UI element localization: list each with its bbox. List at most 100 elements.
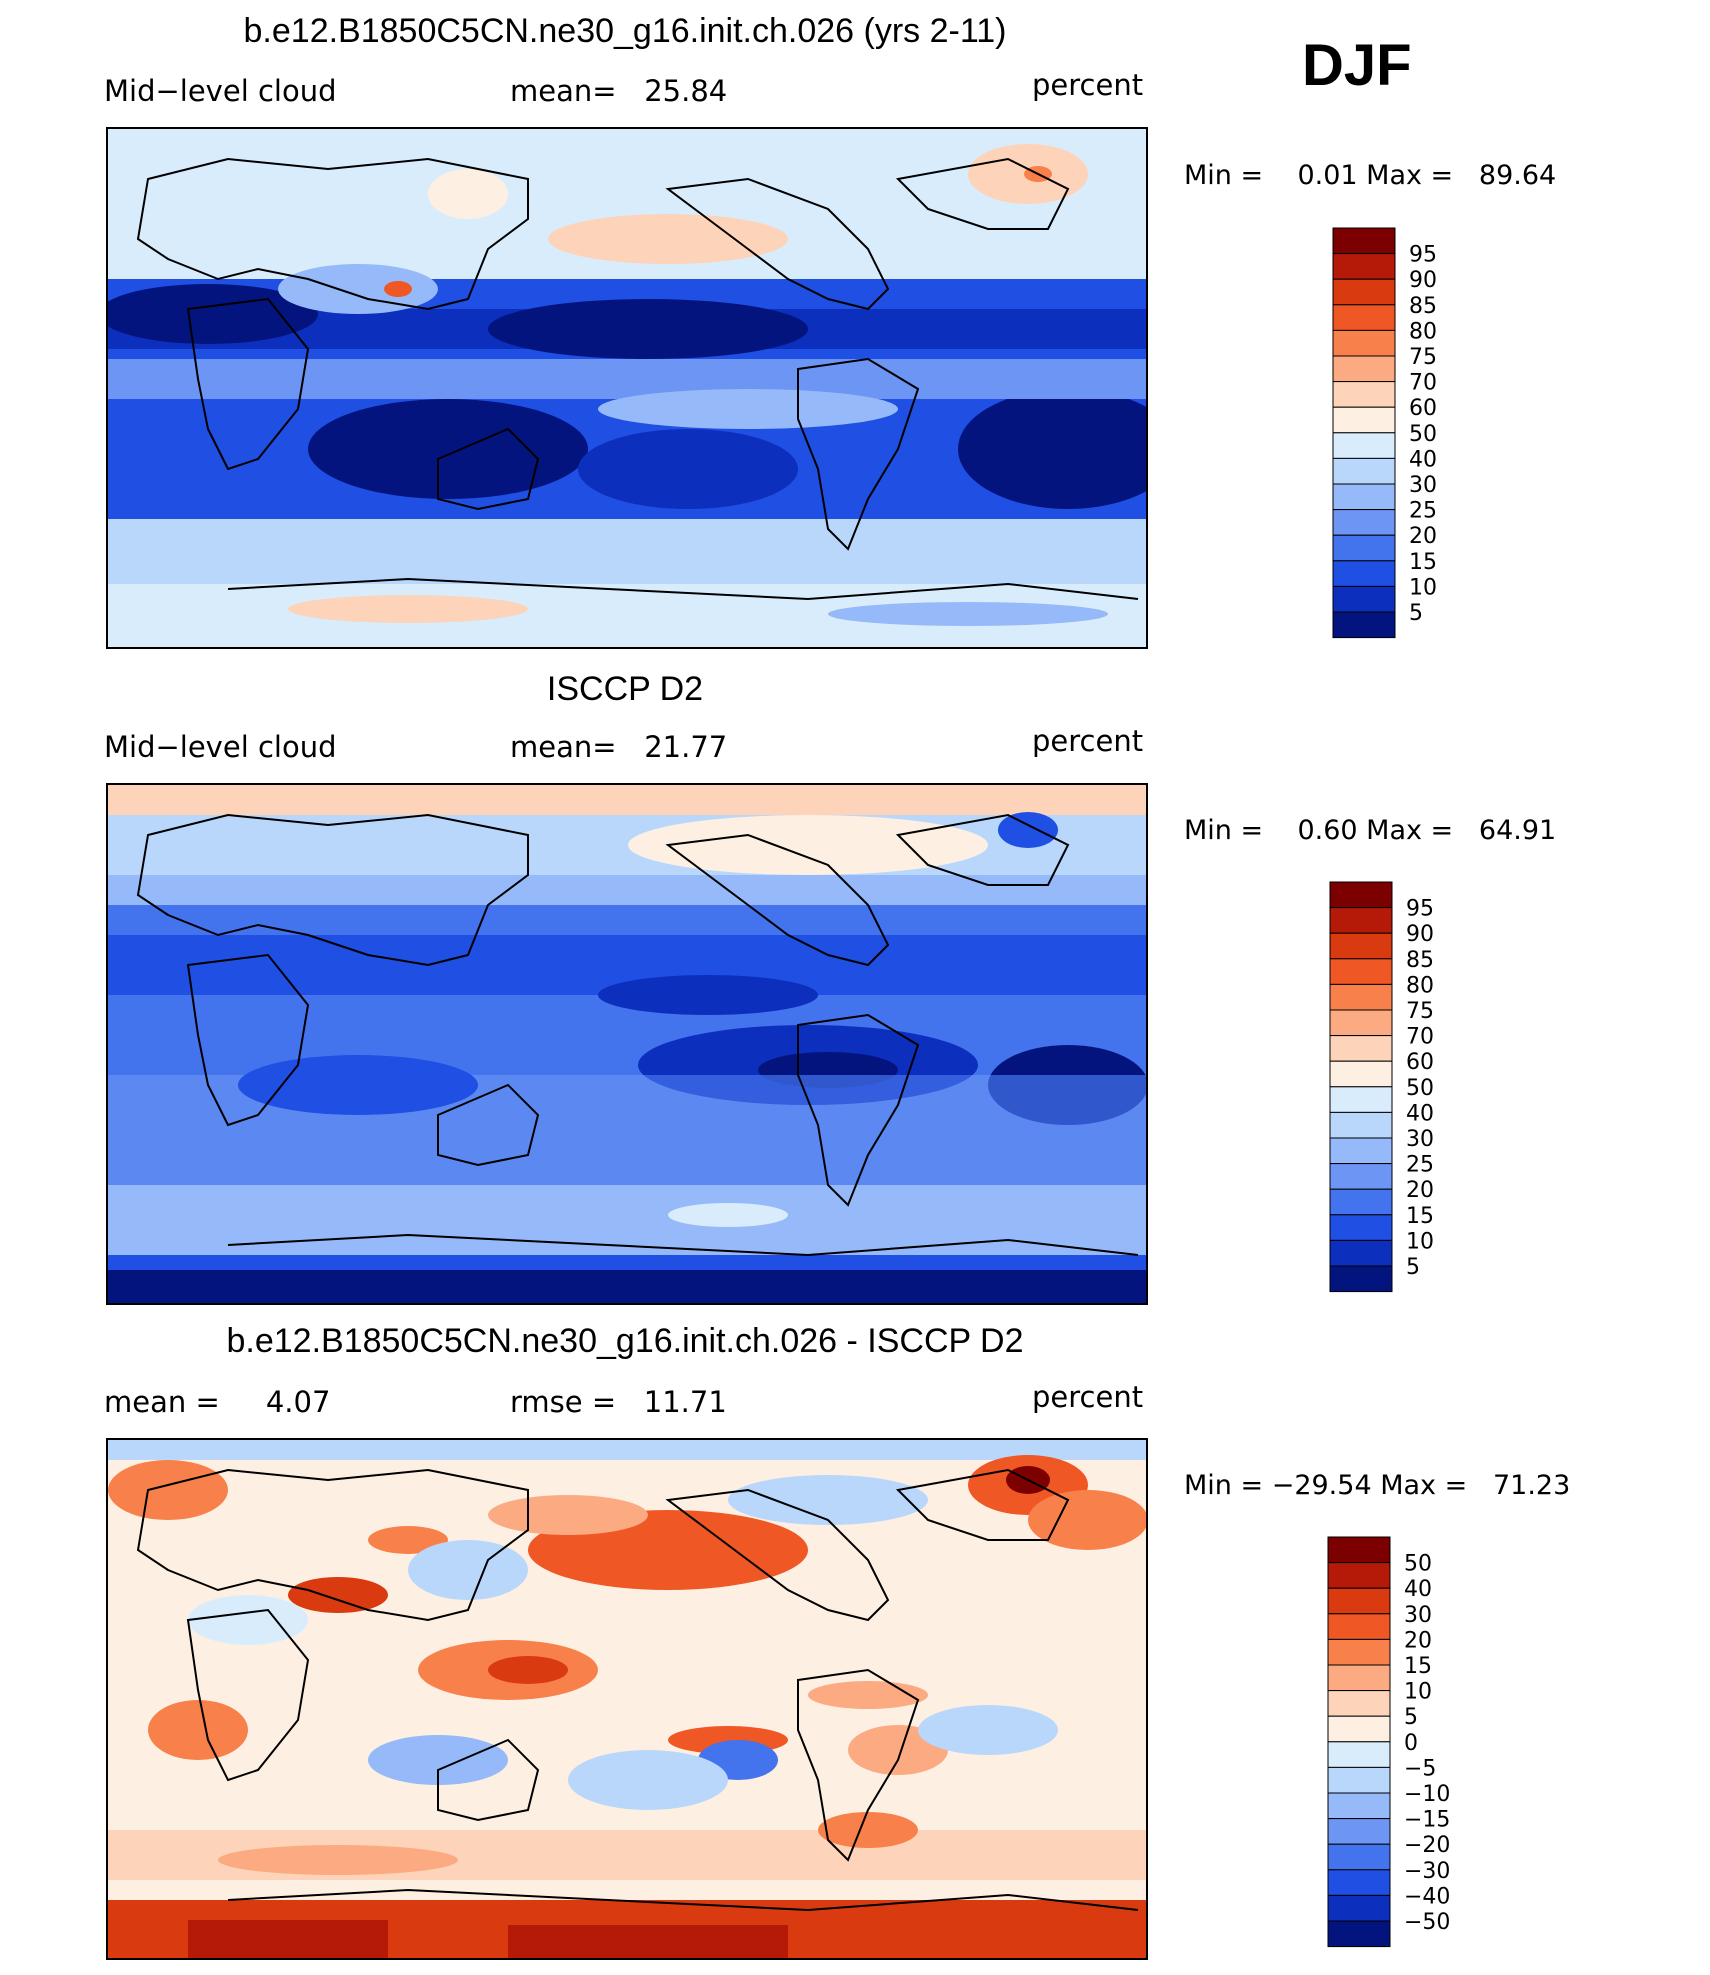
colorbar-tick-label: 20 (1406, 1178, 1434, 1203)
panel3-title: b.e12.B1850C5CN.ne30_g16.init.ch.026 - I… (226, 1322, 1024, 1360)
colorbar-swatch (1327, 1818, 1391, 1845)
colorbar-tick-label: 85 (1406, 948, 1434, 973)
panel3-map (106, 1438, 1148, 1960)
colorbar-tick-label: 15 (1406, 1204, 1434, 1229)
colorbar-tick-label: −30 (1404, 1859, 1450, 1884)
colorbar-swatch (1329, 907, 1393, 934)
colorbar-tick-label: 10 (1409, 575, 1437, 600)
colorbar-tick-label: 20 (1404, 1628, 1432, 1653)
colorbar-tick-label: 80 (1406, 973, 1434, 998)
colorbar-swatch (1329, 1086, 1393, 1113)
colorbar-tick-label: 5 (1406, 1255, 1420, 1280)
colorbar-tick-label: −40 (1404, 1884, 1450, 1909)
colorbar-tick-label: −5 (1404, 1756, 1436, 1781)
colorbar-tick-label: 95 (1406, 897, 1434, 922)
colorbar-swatch (1329, 1214, 1393, 1241)
colorbar-swatch (1327, 1536, 1391, 1564)
panel3-colorbar: 50 40 30 20 15 10 5 0 −5 −10 −15 −20 −30 −40 −50 (1327, 1536, 1458, 1948)
colorbar-swatch (1332, 304, 1396, 331)
colorbar-swatch (1329, 1265, 1393, 1293)
colorbar-tick-label: 60 (1409, 396, 1437, 421)
colorbar-swatch (1332, 534, 1396, 562)
colorbar-tick-label: 40 (1406, 1101, 1434, 1126)
colorbar-tick-label: 0 (1404, 1731, 1418, 1756)
panel2-map-svg (108, 785, 1146, 1303)
colorbar-swatch (1332, 253, 1396, 280)
panel1-colorbar: 95 90 85 80 75 70 60 50 40 30 25 20 15 10 5 (1332, 227, 1453, 639)
colorbar-swatch (1329, 1060, 1393, 1088)
colorbar-swatch (1329, 1111, 1393, 1139)
panel1-units-label: percent (1032, 68, 1144, 102)
panel3-mean-label: mean = 4.07 (104, 1385, 331, 1419)
colorbar-tick-label: 40 (1409, 447, 1437, 472)
panel3-map-svg (108, 1440, 1146, 1958)
colorbar-swatch (1332, 509, 1396, 536)
colorbar-swatch (1327, 1664, 1391, 1692)
colorbar-tick-label: −20 (1404, 1833, 1450, 1858)
colorbar-tick-label: 70 (1409, 371, 1437, 396)
colorbar-swatch (1329, 1137, 1393, 1165)
colorbar-tick-label: 30 (1406, 1127, 1434, 1152)
colorbar-tick-label: 25 (1409, 499, 1437, 524)
colorbar-swatch (1329, 1009, 1393, 1037)
panel1-variable-label: Mid−level cloud (104, 74, 337, 108)
colorbar-tick-label: −10 (1404, 1782, 1450, 1807)
colorbar-swatch (1327, 1613, 1391, 1640)
colorbar-tick-label: 75 (1409, 345, 1437, 370)
colorbar-swatch (1332, 585, 1396, 613)
colorbar-tick-label: 50 (1404, 1552, 1432, 1577)
colorbar-swatch (1329, 1188, 1393, 1216)
panel2-units-label: percent (1032, 724, 1144, 758)
colorbar-swatch (1332, 329, 1396, 357)
colorbar-tick-label: 10 (1404, 1680, 1432, 1705)
panel2-minmax: Min = 0.60 Max = 64.91 (1184, 815, 1557, 846)
panel1-minmax: Min = 0.01 Max = 89.64 (1184, 160, 1557, 191)
colorbar-swatch (1327, 1562, 1391, 1589)
colorbar-tick-label: 20 (1409, 524, 1437, 549)
colorbar-swatch (1327, 1587, 1391, 1615)
colorbar-swatch (1329, 1239, 1393, 1267)
colorbar-swatch (1327, 1920, 1391, 1948)
colorbar-swatch (1332, 227, 1396, 255)
panel2-variable-label: Mid−level cloud (104, 730, 337, 764)
colorbar-tick-label: 30 (1409, 473, 1437, 498)
colorbar-swatch (1332, 457, 1396, 485)
colorbar-swatch (1332, 278, 1396, 306)
colorbar-swatch (1332, 560, 1396, 587)
colorbar-tick-label: 90 (1406, 922, 1434, 947)
colorbar-swatch (1332, 432, 1396, 459)
colorbar-swatch (1329, 1163, 1393, 1190)
colorbar-tick-label: 30 (1404, 1603, 1432, 1628)
colorbar-swatch (1329, 958, 1393, 985)
colorbar-swatch (1327, 1741, 1391, 1768)
colorbar-swatch (1329, 983, 1393, 1011)
colorbar-tick-label: 75 (1406, 999, 1434, 1024)
colorbar-swatch (1327, 1715, 1391, 1743)
panel2-mean-label: mean= 21.77 (510, 730, 728, 764)
colorbar-tick-label: 90 (1409, 268, 1437, 293)
colorbar-swatch (1327, 1792, 1391, 1820)
season-label: DJF (1302, 33, 1412, 98)
colorbar-swatch (1332, 381, 1396, 408)
colorbar-tick-label: 85 (1409, 294, 1437, 319)
colorbar-tick-label: 60 (1406, 1050, 1434, 1075)
colorbar-tick-label: 70 (1406, 1025, 1434, 1050)
colorbar-tick-label: −15 (1404, 1808, 1450, 1833)
colorbar-swatch (1327, 1894, 1391, 1922)
colorbar-swatch (1329, 932, 1393, 960)
colorbar-tick-label: 10 (1406, 1229, 1434, 1254)
panel1-mean-label: mean= 25.84 (510, 74, 728, 108)
colorbar-tick-label: 50 (1406, 1076, 1434, 1101)
colorbar-tick-label: 25 (1406, 1153, 1434, 1178)
colorbar-swatch (1329, 1035, 1393, 1062)
colorbar-swatch (1332, 483, 1396, 511)
colorbar-tick-label: −50 (1404, 1910, 1450, 1935)
colorbar-swatch (1327, 1638, 1391, 1666)
colorbar-tick-label: 50 (1409, 422, 1437, 447)
colorbar-tick-label: 95 (1409, 243, 1437, 268)
colorbar-swatch (1327, 1843, 1391, 1871)
panel3-units-label: percent (1032, 1380, 1144, 1414)
